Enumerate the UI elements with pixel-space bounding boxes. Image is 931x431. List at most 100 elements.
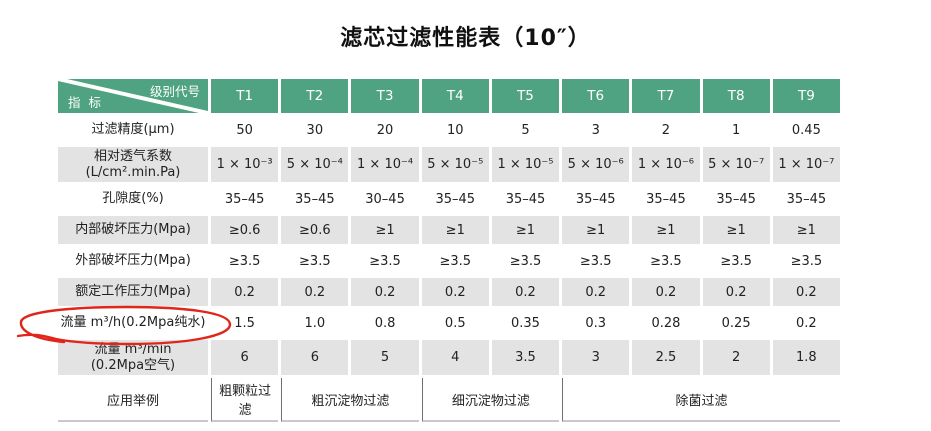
value-cell: 0.2 [281,278,349,307]
value-cell: 0.2 [632,278,700,307]
value-cell: ≥0.6 [211,216,279,245]
grade-header-T6: T6 [562,79,630,113]
value-cell: 2 [632,116,700,144]
row-label-line: 相对透气系数 [93,149,172,164]
value-cell: 6 [211,340,279,376]
value-cell: ≥3.5 [562,247,630,276]
value-cell: 0.5 [421,309,489,338]
value-cell: 1 × 10⁻⁶ [632,147,700,183]
application-row-label: 应用举例 [58,378,208,423]
table-row: 内部破坏压力(Mpa) ≥0.6 ≥0.6 ≥1 ≥1 ≥1 ≥1 ≥1 ≥1 ≥1 [58,216,840,245]
row-label-line: 孔隙度(%) [102,191,164,207]
value-cell: 0.25 [702,309,770,338]
table-row: 孔隙度(%) 35–45 35–45 30–45 35–45 35–45 35–45 35–4… [58,185,840,214]
value-cell: 5 [351,340,419,376]
value-cell: ≥1 [491,216,560,245]
row-label: 额定工作压力(Mpa) [58,278,208,307]
value-cell: 1 × 10⁻⁷ [772,147,840,183]
value-cell: ≥3.5 [281,247,349,276]
value-cell: 20 [351,116,419,144]
value-cell: 50 [211,116,279,144]
corner-label-grade: 级别代号 [149,84,200,99]
value-cell: 2.5 [632,340,700,376]
value-cell: 3 [562,116,630,144]
value-cell: 3 [562,340,630,376]
row-label: 过滤精度(μm) [58,116,208,144]
value-cell: 3.5 [491,340,560,376]
value-cell: ≥1 [421,216,489,245]
value-cell: 6 [281,340,349,376]
value-cell: ≥1 [562,216,630,245]
grade-header-T1: T1 [211,79,279,113]
corner-label-index: 指 标 [68,95,101,110]
value-cell: 5 × 10⁻⁷ [702,147,770,183]
value-cell: 1.5 [211,309,279,338]
value-cell: 4 [421,340,489,376]
value-cell: 30–45 [351,185,419,214]
value-cell: 35–45 [562,185,630,214]
table-body: 过滤精度(μm) 50 30 20 10 5 3 2 1 0.45 相对透气系数 (L/cm².min… [58,116,840,423]
value-cell: 5 × 10⁻⁵ [421,147,489,183]
page-title: 滤芯过滤性能表（10″） [340,26,591,51]
grade-header-T5: T5 [491,79,560,113]
row-label: 外部破坏压力(Mpa) [58,247,208,276]
value-cell: 35–45 [491,185,560,214]
row-label-line: 过滤精度(μm) [91,122,175,138]
grade-header-T2: T2 [281,79,349,113]
table-row: 流量 m³/h(0.2Mpa纯水) 1.5 1.0 0.8 0.5 0.35 0.3 0.28… [58,309,840,338]
application-cell: 细沉淀物过滤 [421,378,560,423]
header-row: 级别代号 指 标 T1 T2 T3 T4 T5 T6 T7 T8 T9 [58,79,840,113]
value-cell: 1 × 10⁻⁵ [491,147,560,183]
value-cell: 5 [491,116,560,144]
application-cell: 除菌过滤 [562,378,840,423]
value-cell: 35–45 [211,185,279,214]
row-label-line: 流量 m³/min [94,342,172,358]
value-cell: 35–45 [281,185,349,214]
table-row: 外部破坏压力(Mpa) ≥3.5 ≥3.5 ≥3.5 ≥3.5 ≥3.5 ≥3.5 ≥3.5 ≥… [58,247,840,276]
value-cell: 0.2 [772,278,840,307]
table-row: 流量 m³/min (0.2Mpa空气) 6 6 5 4 3.5 3 2.5 2 1.8 [58,340,840,376]
row-label-line: 外部破坏压力(Mpa) [75,253,191,269]
application-cell: 粗颗粒过滤 [211,378,279,423]
row-label-line: (0.2Mpa空气) [90,357,176,373]
value-cell: 0.2 [491,278,560,307]
value-cell: 0.35 [491,309,560,338]
value-cell: ≥1 [632,216,700,245]
value-cell: ≥3.5 [211,247,279,276]
value-cell: 0.28 [632,309,700,338]
grade-header-T9: T9 [772,79,840,113]
value-cell: 0.2 [772,309,840,338]
row-label-line: 内部破坏压力(Mpa) [75,222,191,238]
row-label-line: (L/cm².min.Pa) [85,164,181,180]
value-cell: ≥3.5 [421,247,489,276]
value-cell: 5 × 10⁻⁶ [562,147,630,183]
value-cell: 1.0 [281,309,349,338]
value-cell: 30 [281,116,349,144]
value-cell: 10 [421,116,489,144]
row-label-line: 流量 m³/h(0.2Mpa纯水) [60,315,206,331]
row-label: 流量 m³/h(0.2Mpa纯水) [58,309,208,338]
value-cell: 0.2 [421,278,489,307]
value-cell: 35–45 [421,185,489,214]
grade-header-T4: T4 [421,79,489,113]
value-cell: 0.45 [772,116,840,144]
value-cell: ≥1 [351,216,419,245]
diagonal-line [58,79,208,113]
row-label: 流量 m³/min (0.2Mpa空气) [58,340,208,376]
value-cell: 35–45 [772,185,840,214]
table-row: 相对透气系数 (L/cm².min.Pa) 1 × 10⁻³ 5 × 10⁻⁴ 1 × … [58,147,840,183]
application-row: 应用举例 粗颗粒过滤 粗沉淀物过滤 细沉淀物过滤 除菌过滤 [58,378,840,423]
value-cell: ≥0.6 [281,216,349,245]
value-cell: ≥1 [772,216,840,245]
row-label-line: 额定工作压力(Mpa) [75,284,191,300]
table-row: 额定工作压力(Mpa) 0.2 0.2 0.2 0.2 0.2 0.2 0.2 0.2 0.2 [58,278,840,307]
value-cell: 0.3 [562,309,630,338]
value-cell: ≥3.5 [632,247,700,276]
grade-header-T7: T7 [632,79,700,113]
value-cell: 0.2 [211,278,279,307]
value-cell: 35–45 [632,185,700,214]
row-label: 相对透气系数 (L/cm².min.Pa) [58,147,208,183]
value-cell: 0.2 [562,278,630,307]
value-cell: 1 × 10⁻⁴ [351,147,419,183]
